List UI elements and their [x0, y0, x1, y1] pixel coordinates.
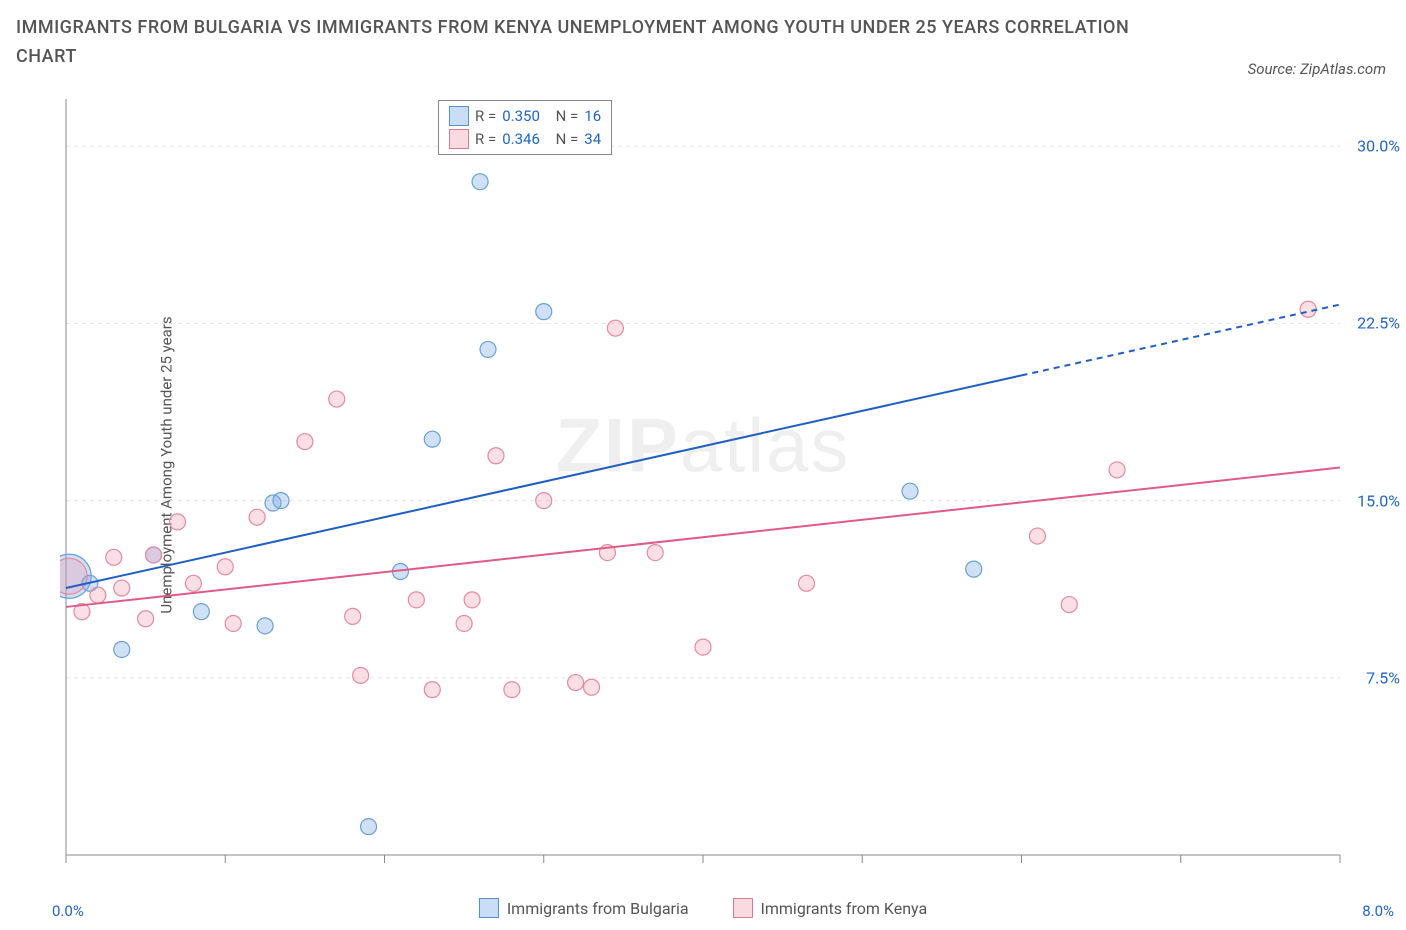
legend-item-label: Immigrants from Kenya: [761, 899, 928, 918]
y-tick-label: 7.5%: [1366, 668, 1400, 687]
legend-swatch-icon: [449, 106, 469, 126]
chart-title: IMMIGRANTS FROM BULGARIA VS IMMIGRANTS F…: [16, 14, 1136, 72]
y-tick-label: 22.5%: [1357, 314, 1400, 333]
legend-r-label: R =: [475, 105, 496, 128]
y-tick-label: 15.0%: [1357, 491, 1400, 510]
legend-r-value: 0.346: [502, 128, 540, 151]
legend-n-label: N =: [556, 128, 579, 151]
legend-swatch-icon: [449, 129, 469, 149]
legend-correlation-box: R = 0.350 N = 16 R = 0.346 N = 34: [438, 100, 612, 155]
legend-swatch-icon: [733, 898, 753, 918]
legend-r-label: R =: [475, 128, 496, 151]
legend-item-bulgaria: Immigrants from Bulgaria: [479, 898, 689, 918]
legend-series: Immigrants from Bulgaria Immigrants from…: [0, 898, 1406, 922]
legend-item-label: Immigrants from Bulgaria: [507, 899, 689, 918]
legend-row-kenya: R = 0.346 N = 34: [449, 128, 601, 151]
legend-row-bulgaria: R = 0.350 N = 16: [449, 105, 601, 128]
legend-n-value: 34: [584, 128, 601, 151]
scatter-plot: [60, 95, 1390, 885]
legend-n-value: 16: [584, 105, 601, 128]
chart-container: IMMIGRANTS FROM BULGARIA VS IMMIGRANTS F…: [0, 0, 1406, 930]
legend-r-value: 0.350: [502, 105, 540, 128]
y-tick-label: 30.0%: [1357, 137, 1400, 156]
legend-swatch-icon: [479, 898, 499, 918]
legend-item-kenya: Immigrants from Kenya: [733, 898, 928, 918]
source-label: Source: ZipAtlas.com: [1248, 60, 1386, 78]
y-axis-tick-labels: 7.5% 15.0% 22.5% 30.0%: [1330, 95, 1400, 885]
legend-n-label: N =: [556, 105, 579, 128]
